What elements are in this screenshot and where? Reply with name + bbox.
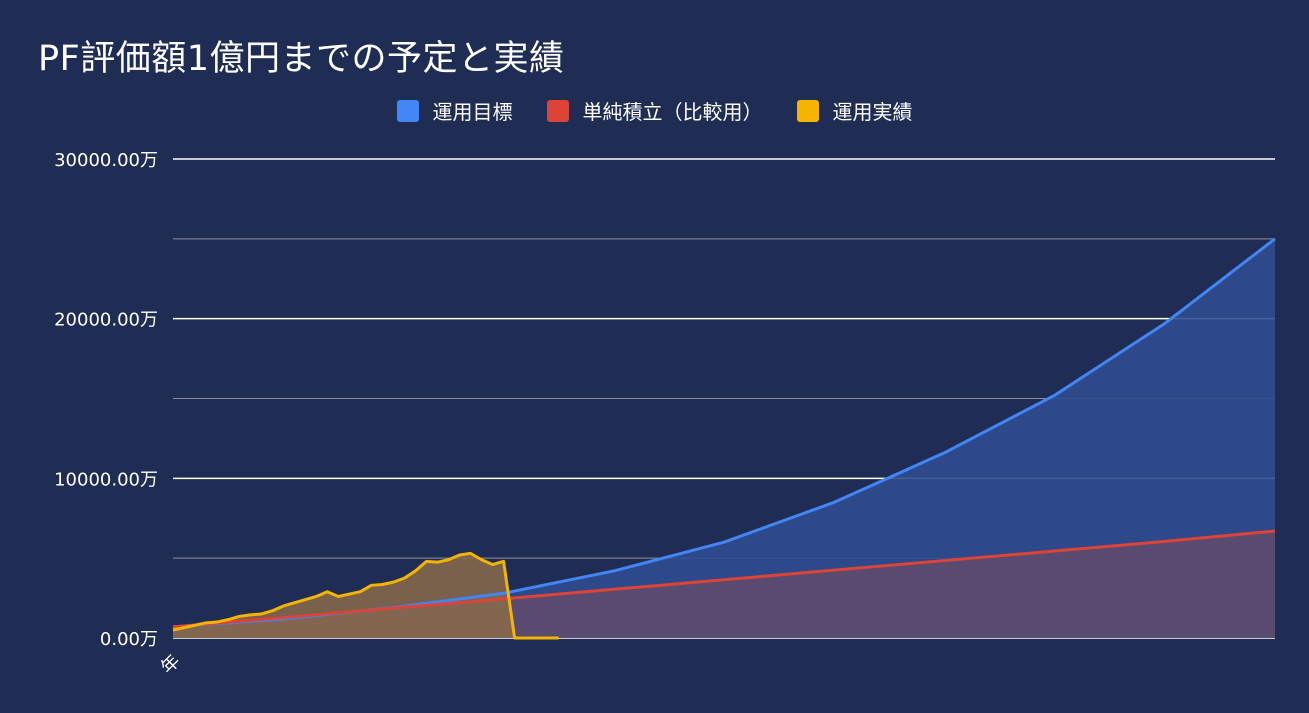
legend: 運用目標 単純積立（比較用） 運用実績 [0, 96, 1309, 125]
area-series-2 [173, 553, 559, 638]
area-layer [173, 238, 1275, 638]
y-tick-label-2: 20000.00万 [54, 310, 158, 331]
legend-label-target: 運用目標 [432, 100, 513, 124]
y-tick-label-0: 0.00万 [100, 629, 158, 650]
legend-swatch-simple [546, 99, 569, 122]
x-tick-label-0: 年 [157, 651, 185, 679]
line-series-2[interactable] [172, 551, 559, 640]
y-tick-label-1: 10000.00万 [54, 469, 158, 490]
legend-swatch-actual [796, 99, 819, 122]
line-layer [172, 237, 1276, 640]
legend-item-actual[interactable]: 運用実績 [796, 96, 913, 125]
line-series-1[interactable] [172, 529, 1276, 629]
legend-label-simple: 単純積立（比較用） [582, 100, 763, 124]
legend-swatch-target [396, 99, 419, 122]
area-series-0 [173, 238, 1275, 638]
y-tick-label-3: 30000.00万 [54, 150, 158, 171]
legend-item-simple[interactable]: 単純積立（比較用） [546, 96, 763, 125]
legend-item-target[interactable]: 運用目標 [396, 96, 513, 125]
legend-label-actual: 運用実績 [832, 100, 913, 124]
chart-title: PF評価額1億円までの予定と実績 [38, 39, 565, 79]
